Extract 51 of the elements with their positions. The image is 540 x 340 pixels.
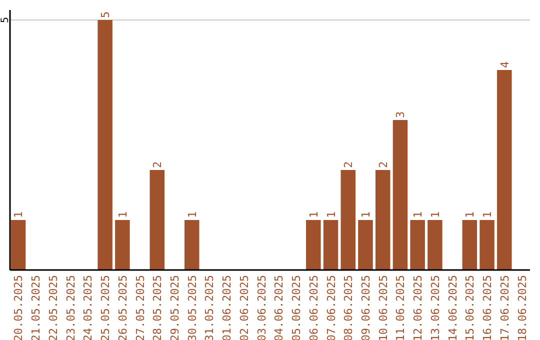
x-tick-label: 21.05.2025 bbox=[30, 275, 43, 340]
data-label: 1 bbox=[12, 211, 26, 218]
bar bbox=[98, 20, 112, 270]
x-tick-label: 10.06.2025 bbox=[376, 275, 390, 340]
data-label: 1 bbox=[324, 211, 338, 218]
data-label: 1 bbox=[116, 211, 130, 218]
data-label: 1 bbox=[307, 211, 320, 218]
x-tick-label: 25.05.2025 bbox=[99, 275, 112, 340]
x-tick-label: 27.05.2025 bbox=[134, 275, 147, 340]
x-tick-label: 18.06.2025 bbox=[516, 275, 529, 340]
bar bbox=[375, 170, 390, 270]
data-label: 1 bbox=[481, 211, 494, 218]
bar bbox=[306, 220, 321, 270]
bar bbox=[497, 70, 512, 270]
x-tick-label: 29.05.2025 bbox=[168, 275, 182, 340]
bar bbox=[480, 220, 494, 270]
x-tick-label: 28.05.2025 bbox=[151, 275, 164, 340]
bar bbox=[10, 220, 26, 270]
bar bbox=[115, 220, 130, 270]
x-tick-label: 12.06.2025 bbox=[412, 275, 425, 340]
bar bbox=[184, 220, 200, 270]
data-label: 2 bbox=[151, 161, 164, 168]
x-tick-label: 15.06.2025 bbox=[464, 275, 477, 340]
data-label: 4 bbox=[498, 61, 512, 68]
bar bbox=[150, 170, 165, 270]
data-label: 2 bbox=[376, 161, 390, 168]
x-tick-label: 13.06.2025 bbox=[428, 275, 442, 340]
bar bbox=[323, 220, 338, 270]
x-tick-label: 20.05.2025 bbox=[12, 275, 26, 340]
data-label: 1 bbox=[186, 211, 199, 218]
x-tick-label: 22.05.2025 bbox=[46, 275, 60, 340]
bar bbox=[462, 220, 478, 270]
x-tick-label: 23.05.2025 bbox=[64, 275, 78, 340]
data-label: 1 bbox=[428, 211, 442, 218]
x-tick-label: 24.05.2025 bbox=[82, 275, 95, 340]
data-label: 1 bbox=[464, 211, 477, 218]
data-label: 5 bbox=[99, 11, 112, 18]
bar bbox=[392, 120, 408, 270]
data-label: 1 bbox=[359, 211, 372, 218]
bar bbox=[358, 220, 373, 270]
data-label: 3 bbox=[394, 111, 408, 118]
x-tick-label: 26.05.2025 bbox=[116, 275, 130, 340]
x-tick-label: 16.06.2025 bbox=[481, 275, 494, 340]
x-tick-label: 11.06.2025 bbox=[394, 275, 408, 340]
x-tick-label: 14.06.2025 bbox=[446, 275, 460, 340]
data-label: 1 bbox=[412, 211, 425, 218]
bar bbox=[410, 220, 425, 270]
data-label: 2 bbox=[342, 161, 356, 168]
bar bbox=[428, 220, 442, 270]
bar bbox=[340, 170, 356, 270]
x-tick-label: 17.06.2025 bbox=[498, 275, 512, 340]
